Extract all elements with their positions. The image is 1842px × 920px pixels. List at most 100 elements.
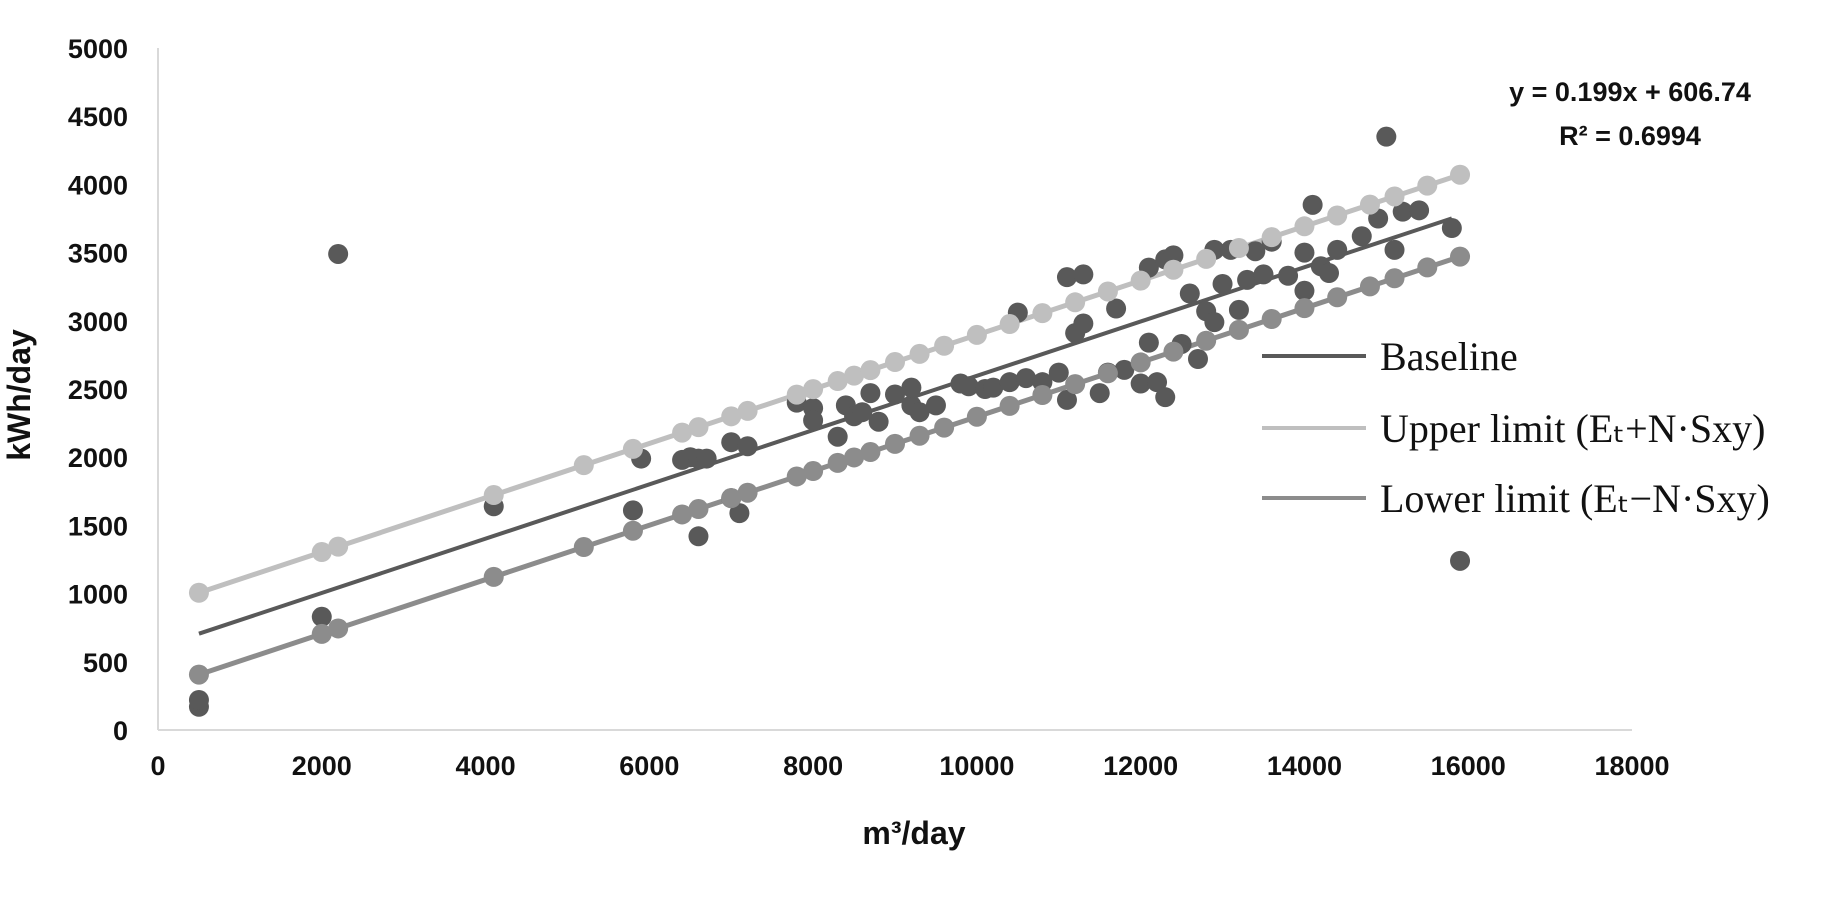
legend-label-baseline: Baseline (1380, 334, 1518, 379)
upper-limit-point (622, 438, 643, 459)
observed-point (1073, 264, 1094, 285)
observed-point (1187, 348, 1208, 369)
lower-limit-point (1327, 287, 1348, 308)
observed-point (909, 402, 930, 423)
observed-point (1228, 299, 1249, 320)
x-tick-label: 0 (150, 751, 165, 781)
observed-point (1450, 550, 1471, 571)
x-tick-label: 6000 (619, 751, 679, 781)
upper-limit-point (1196, 248, 1217, 269)
upper-limit-point (803, 379, 824, 400)
observed-point (852, 402, 873, 423)
upper-limit-point (688, 417, 709, 438)
observed-point (737, 436, 758, 457)
observed-point (1056, 267, 1077, 288)
lower-limit-point (909, 425, 930, 446)
upper-limit-point (909, 343, 930, 364)
observed-point (1392, 201, 1413, 222)
observed-point (1147, 372, 1168, 393)
x-tick-label: 2000 (292, 751, 352, 781)
observed-point (1056, 389, 1077, 410)
y-tick-label: 2500 (68, 375, 128, 405)
observed-point (1319, 263, 1340, 284)
observed-point (1048, 362, 1069, 383)
upper-limit-point (999, 314, 1020, 335)
x-tick-label: 4000 (456, 751, 516, 781)
observed-point (1155, 387, 1176, 408)
lower-limit-point (1228, 319, 1249, 340)
upper-limit-point (573, 455, 594, 476)
observed-point (1351, 226, 1372, 247)
observed-point (188, 689, 209, 710)
observed-point (1278, 265, 1299, 286)
y-tick-label: 4500 (68, 102, 128, 132)
observed-point (1253, 264, 1274, 285)
upper-limit-point (1130, 270, 1151, 291)
lower-limit-point (803, 461, 824, 482)
observed-point (1138, 332, 1159, 353)
observed-point (688, 526, 709, 547)
observed-point (958, 376, 979, 397)
upper-limit-point (483, 485, 504, 506)
y-tick-label: 5000 (68, 34, 128, 64)
lower-limit-point (885, 433, 905, 454)
lower-limit-point (860, 442, 881, 463)
observed-point (1212, 273, 1233, 294)
upper-limit-point (786, 384, 807, 405)
x-tick-label: 16000 (1431, 751, 1506, 781)
legend: Baseline Upper limit (Eₜ+N·Sxy) Lower li… (1262, 334, 1770, 521)
observed-point (1302, 194, 1323, 215)
lower-limit-point (1163, 341, 1184, 362)
upper-limit-point (1097, 281, 1118, 302)
lower-limit-point (622, 520, 643, 541)
lower-limit-point (827, 452, 848, 473)
trendline-r-squared: R² = 0.6994 (1559, 121, 1701, 151)
y-tick-label: 2000 (68, 443, 128, 473)
y-tick-label: 1500 (68, 511, 128, 541)
observed-point (1294, 280, 1315, 301)
observed-point (860, 383, 881, 404)
observed-point (868, 411, 889, 432)
observed-point (1163, 245, 1184, 266)
x-tick-label: 12000 (1103, 751, 1178, 781)
observed-point (925, 395, 946, 416)
lower-limit-point (737, 482, 758, 503)
lower-limit-point (1261, 309, 1282, 330)
lower-limit-point (1294, 298, 1315, 319)
lower-limit-point (188, 664, 209, 685)
observed-point (827, 426, 848, 447)
lower-limit-point (1032, 385, 1053, 406)
observed-point (1294, 242, 1315, 263)
upper-limit-point (860, 360, 881, 381)
observed-point (1130, 373, 1151, 394)
point-layer (188, 126, 1471, 717)
lower-limit-point (966, 406, 987, 427)
observed-point (999, 372, 1020, 393)
lower-limit-point (1130, 352, 1151, 373)
upper-limit-point (737, 400, 758, 421)
y-tick-label: 3000 (68, 307, 128, 337)
lower-limit-point (1384, 268, 1405, 289)
observed-point (1237, 269, 1258, 290)
upper-limit-point (1228, 238, 1249, 259)
upper-limit-point (1065, 292, 1086, 313)
upper-limit-point (1450, 164, 1471, 185)
upper-limit-point (934, 335, 955, 356)
observed-point (1114, 359, 1135, 380)
lower-limit-point (721, 488, 742, 509)
trendline-equation: y = 0.199x + 606.74 (1509, 77, 1751, 107)
lower-limit-point (1065, 374, 1086, 395)
upper-limit-point (721, 406, 742, 427)
x-tick-label: 18000 (1594, 751, 1669, 781)
observed-point (1204, 312, 1225, 333)
lower-limit-point (1359, 276, 1380, 297)
observed-point (721, 432, 742, 453)
x-axis-title: m³/day (862, 815, 965, 851)
lower-limit-point (1196, 330, 1217, 351)
y-tick-label: 4000 (68, 170, 128, 200)
legend-label-upper: Upper limit (Eₜ+N·Sxy) (1380, 406, 1765, 451)
observed-point (885, 384, 905, 405)
observed-point (901, 377, 922, 398)
upper-limit-point (1261, 227, 1282, 248)
lower-limit-point (786, 466, 807, 487)
